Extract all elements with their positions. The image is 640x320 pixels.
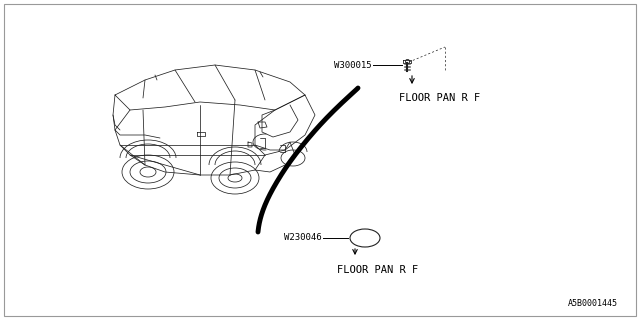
Text: W230046: W230046: [284, 234, 322, 243]
Text: FLOOR PAN R F: FLOOR PAN R F: [399, 93, 480, 103]
Text: W300015: W300015: [334, 60, 372, 69]
Text: A5B0001445: A5B0001445: [568, 299, 618, 308]
Text: FLOOR PAN R F: FLOOR PAN R F: [337, 265, 419, 275]
